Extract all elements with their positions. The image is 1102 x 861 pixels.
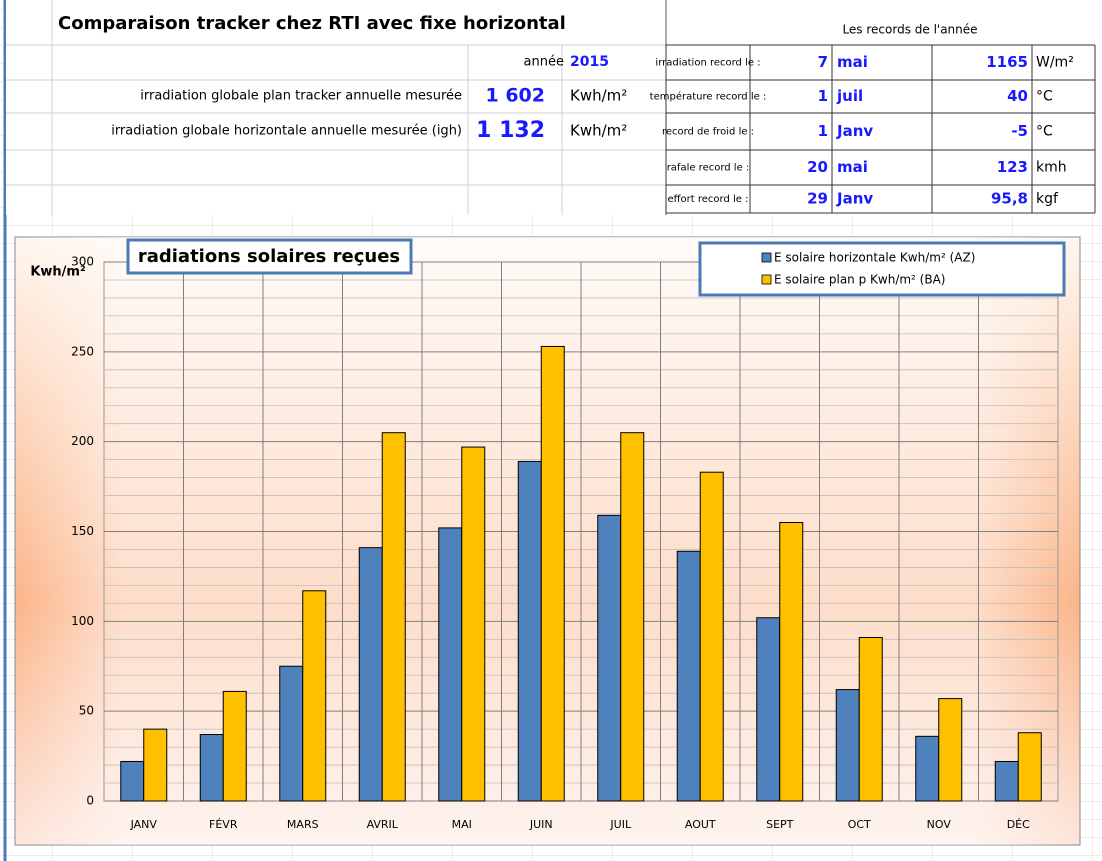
bar: [120, 760, 145, 802]
record-label: record de froid le :: [662, 127, 754, 138]
record-unit: °C: [1036, 124, 1053, 140]
x-tick-label: AOUT: [685, 818, 716, 831]
records-title: Les records de l'année: [842, 23, 977, 37]
x-tick-label: JANV: [130, 818, 158, 831]
x-tick-label: NOV: [927, 818, 952, 831]
legend-swatch: [761, 252, 772, 263]
bar: [938, 698, 963, 802]
bar: [699, 471, 724, 802]
record-unit: °C: [1036, 89, 1053, 105]
record-day: 7: [818, 53, 828, 71]
record-value: 1165: [986, 53, 1028, 71]
legend-label: E solaire plan p Kwh/m² (BA): [774, 273, 946, 287]
x-tick-label: MARS: [287, 818, 319, 831]
record-label: rafale record le :: [667, 163, 750, 174]
bar: [1017, 732, 1042, 802]
bar: [517, 460, 542, 802]
bar: [438, 527, 463, 802]
x-tick-label: DÉC: [1007, 818, 1030, 831]
record-month: mai: [837, 158, 868, 176]
bar: [143, 728, 168, 802]
record-unit: kmh: [1036, 160, 1067, 176]
bar: [540, 345, 565, 802]
record-month: Janv: [836, 122, 873, 140]
chart-title-box: [126, 238, 413, 275]
bar: [756, 617, 781, 802]
bar: [676, 550, 701, 802]
y-tick-label: 0: [86, 794, 94, 808]
record-unit: W/m²: [1036, 55, 1074, 71]
row-unit: Kwh/m²: [570, 87, 627, 105]
chart-title: radiations solaires reçues: [138, 246, 400, 267]
row-label: irradiation globale plan tracker annuell…: [140, 89, 462, 104]
bar: [858, 637, 883, 802]
row-value: 1 602: [486, 85, 546, 107]
legend-swatch: [761, 274, 772, 285]
record-month: Janv: [836, 190, 873, 208]
bar: [358, 547, 383, 802]
record-unit: kgf: [1036, 191, 1059, 207]
bar: [199, 734, 224, 802]
bar: [835, 689, 860, 802]
y-tick-label: 150: [71, 524, 94, 538]
record-label: température record le :: [650, 91, 767, 103]
row-value: 1 132: [476, 118, 545, 143]
legend-label: E solaire horizontale Kwh/m² (AZ): [774, 251, 975, 265]
x-tick-label: MAI: [452, 818, 472, 831]
bar: [597, 514, 622, 802]
bar: [994, 760, 1019, 802]
bar: [915, 735, 940, 802]
year-label: année: [524, 55, 564, 70]
record-label: irradiation record le :: [655, 58, 760, 69]
header-grid: [6, 0, 666, 215]
record-day: 29: [807, 190, 828, 208]
row-unit: Kwh/m²: [570, 122, 627, 140]
x-tick-label: JUIN: [529, 818, 553, 831]
year: 2015: [570, 54, 609, 70]
legend-box: [698, 241, 1066, 297]
bar: [222, 690, 247, 802]
header-area: [6, 0, 666, 215]
record-day: 20: [807, 158, 828, 176]
record-label: effort record le :: [668, 194, 749, 205]
record-value: 123: [997, 158, 1028, 176]
record-month: mai: [837, 53, 868, 71]
bar: [381, 432, 406, 802]
x-tick-label: JUIL: [609, 818, 632, 831]
row-label: irradiation globale horizontale annuelle…: [111, 124, 462, 139]
record-value: 95,8: [991, 190, 1028, 208]
bar: [461, 446, 486, 802]
record-day: 1: [818, 87, 828, 105]
records-area: [666, 0, 1102, 215]
title: Comparaison tracker chez RTI avec fixe h…: [58, 13, 566, 34]
bar: [620, 432, 645, 802]
y-tick-label: 300: [71, 255, 94, 269]
y-tick-label: 100: [71, 614, 94, 628]
y-tick-label: 50: [79, 704, 94, 718]
record-value: 40: [1007, 87, 1028, 105]
x-tick-label: SEPT: [766, 818, 794, 831]
x-tick-label: AVRIL: [367, 818, 399, 831]
record-value: -5: [1011, 122, 1028, 140]
bar: [779, 522, 804, 802]
y-tick-label: 250: [71, 344, 94, 358]
bar: [279, 665, 304, 802]
x-tick-label: FÉVR: [209, 818, 238, 831]
x-tick-label: OCT: [848, 818, 871, 831]
bar: [302, 590, 327, 802]
record-day: 1: [818, 122, 828, 140]
record-month: juil: [836, 87, 863, 105]
y-axis-label: Kwh/m²: [30, 265, 85, 280]
y-tick-label: 200: [71, 434, 94, 448]
